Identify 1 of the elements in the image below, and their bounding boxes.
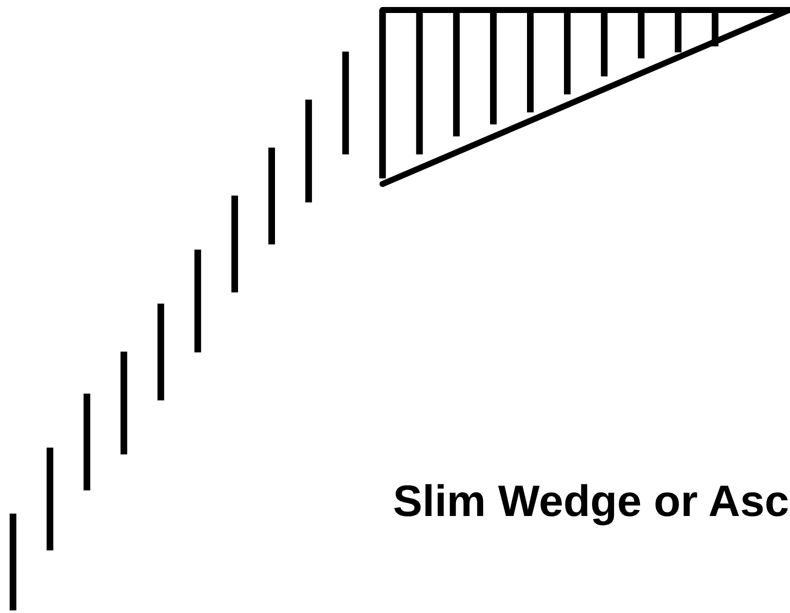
text: Slim Wedge or Asc bbox=[393, 477, 790, 526]
